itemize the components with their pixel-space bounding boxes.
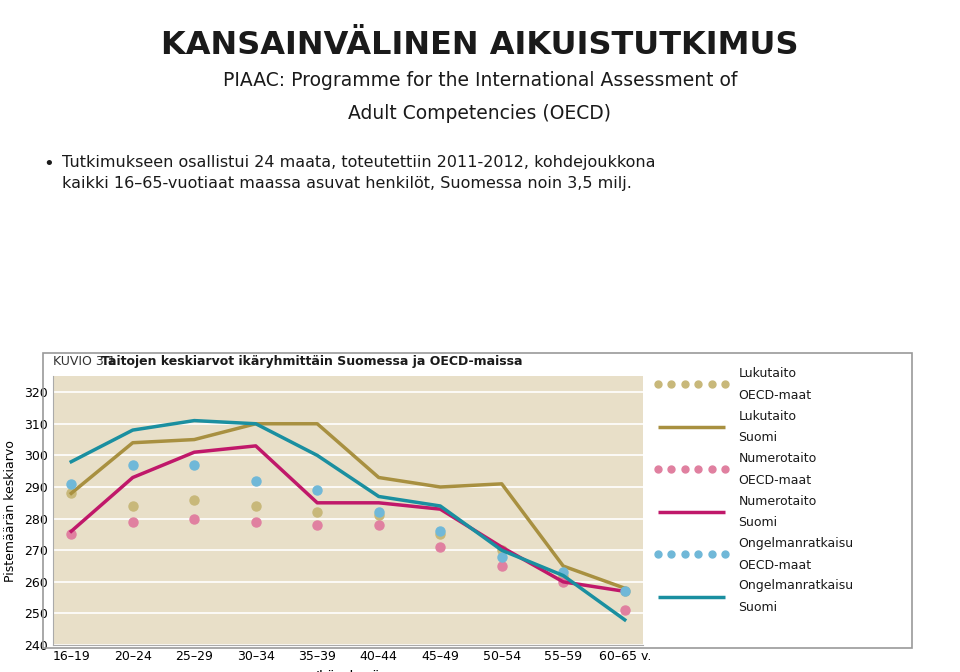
Text: KUVIO 3.1: KUVIO 3.1 bbox=[53, 355, 124, 368]
Text: Lukutaito: Lukutaito bbox=[738, 367, 797, 380]
Text: Adult Competencies (OECD): Adult Competencies (OECD) bbox=[348, 104, 612, 123]
Text: Numerotaito: Numerotaito bbox=[738, 495, 817, 507]
Text: OECD-maat: OECD-maat bbox=[738, 558, 811, 571]
Text: Ongelmanratkaisu: Ongelmanratkaisu bbox=[738, 579, 853, 593]
Text: Tutkimukseen osallistui 24 maata, toteutettiin 2011-2012, kohdejoukkona
kaikki 1: Tutkimukseen osallistui 24 maata, toteut… bbox=[62, 155, 656, 191]
Text: OECD-maat: OECD-maat bbox=[738, 388, 811, 402]
Text: Suomi: Suomi bbox=[738, 601, 778, 614]
Text: OECD-maat: OECD-maat bbox=[738, 474, 811, 487]
Text: Lukutaito: Lukutaito bbox=[738, 410, 797, 423]
Text: Suomi: Suomi bbox=[738, 431, 778, 444]
Text: Ongelmanratkaisu: Ongelmanratkaisu bbox=[738, 537, 853, 550]
Text: PIAAC: Programme for the International Assessment of: PIAAC: Programme for the International A… bbox=[223, 71, 737, 89]
Text: Numerotaito: Numerotaito bbox=[738, 452, 817, 465]
Text: •: • bbox=[43, 155, 54, 173]
Text: Taitojen keskiarvot ikäryhmittäin Suomessa ja OECD-maissa: Taitojen keskiarvot ikäryhmittäin Suomes… bbox=[101, 355, 522, 368]
Y-axis label: Pistemäärän keskiarvo: Pistemäärän keskiarvo bbox=[4, 439, 17, 582]
X-axis label: Ikäryhmä: Ikäryhmä bbox=[315, 670, 381, 672]
Text: Suomi: Suomi bbox=[738, 516, 778, 529]
Text: KANSAINVÄLINEN AIKUISTUTKIMUS: KANSAINVÄLINEN AIKUISTUTKIMUS bbox=[161, 30, 799, 61]
